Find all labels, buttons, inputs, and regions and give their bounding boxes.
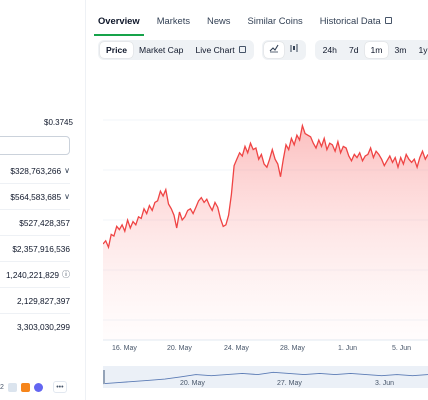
range-7d[interactable]: 7d [348, 45, 359, 55]
external-link-icon [384, 17, 392, 24]
x-tick: 28. May [280, 345, 305, 352]
market-cap-button[interactable]: Market Cap [139, 45, 184, 55]
price-button[interactable]: Price [100, 42, 134, 58]
tab-similar-coins[interactable]: Similar Coins [247, 15, 303, 26]
chart-toolbar: Price Market Cap Live Chart 24h 7d 1m 3m… [98, 40, 428, 60]
chart-style-toggle [261, 40, 306, 60]
price-chart[interactable] [103, 90, 428, 390]
range-1m[interactable]: 1m [364, 42, 389, 58]
navigator-tick: 27. May [277, 380, 302, 387]
stat-market-cap: $328,763,266 ∨ [0, 158, 70, 184]
live-chart-button[interactable]: Live Chart [189, 42, 251, 58]
stat-value: $328,763,266 [10, 165, 62, 176]
range-24h[interactable]: 24h [322, 45, 337, 55]
external-link-icon [238, 46, 246, 53]
tab-news[interactable]: News [207, 15, 231, 26]
more-button[interactable]: ••• [52, 381, 67, 393]
stat-value: 1,240,221,829 [5, 269, 59, 280]
x-tick: 1. Jun [338, 345, 358, 352]
tab-label: Historical Data [319, 15, 381, 26]
stat-max-supply: 3,303,030,299 [0, 314, 70, 340]
time-range-toggle: 24h 7d 1m 3m 1y [314, 40, 428, 60]
wallet-icon[interactable] [33, 382, 43, 392]
tab-overview[interactable]: Overview [94, 8, 144, 36]
live-chart-label: Live Chart [195, 45, 235, 55]
navigator-window[interactable] [103, 366, 428, 388]
x-tick: 5. Jun [392, 345, 412, 352]
navigator-tick: 20. May [180, 380, 205, 387]
wallet-icon[interactable] [7, 382, 17, 392]
navigator-tick: 3. Jun [375, 380, 395, 387]
tab-historical-data[interactable]: Historical Data [320, 8, 392, 32]
candlestick-icon [290, 44, 298, 52]
price-line [103, 123, 428, 250]
stat-value: $527,428,357 [19, 217, 70, 228]
price-range-high: $0.3745 [44, 118, 73, 127]
stat-fully-diluted-valuation: $564,583,685 ∨ [0, 184, 70, 210]
wallet-icons: 2 ••• [0, 381, 67, 393]
navigator-line [103, 371, 428, 385]
line-chart-button[interactable] [263, 42, 284, 58]
metamask-icon[interactable] [20, 382, 30, 392]
x-tick: 24. May [224, 345, 249, 352]
x-tick: 16. May [112, 345, 137, 352]
stat-value: 2,129,827,397 [16, 295, 70, 306]
range-3m[interactable]: 3m [394, 45, 407, 55]
info-icon[interactable]: ⓘ [62, 270, 70, 279]
wallet-count: 2 [0, 383, 4, 391]
tab-markets[interactable]: Markets [156, 15, 191, 26]
stat-value: $2,357,916,536 [12, 243, 70, 254]
chevron-down-icon[interactable]: ∨ [64, 166, 70, 175]
navigator-handle[interactable] [103, 370, 105, 384]
line-chart-icon [269, 44, 279, 53]
candlestick-button[interactable] [284, 42, 304, 58]
stat-value: 3,303,030,299 [16, 322, 70, 332]
coin-tabs: Overview Markets News Similar Coins Hist… [94, 8, 392, 36]
stat-circulating-value: $2,357,916,536 [0, 236, 70, 262]
stat-circulating-supply: 1,240,221,829 ⓘ [0, 262, 70, 288]
market-stats-panel: $0.3745 $328,763,266 ∨ $564,583,685 ∨ $5… [0, 0, 86, 400]
chart-type-toggle: Price Market Cap Live Chart [98, 40, 254, 60]
chevron-down-icon[interactable]: ∨ [64, 192, 70, 201]
price-area [103, 125, 428, 340]
x-tick: 20. May [167, 345, 192, 352]
price-range-bar [0, 136, 70, 155]
range-1y[interactable]: 1y [418, 45, 428, 55]
stat-value: $564,583,685 [10, 191, 62, 202]
stat-24h-volume: $527,428,357 [0, 210, 70, 236]
stat-total-supply: 2,129,827,397 [0, 288, 70, 314]
